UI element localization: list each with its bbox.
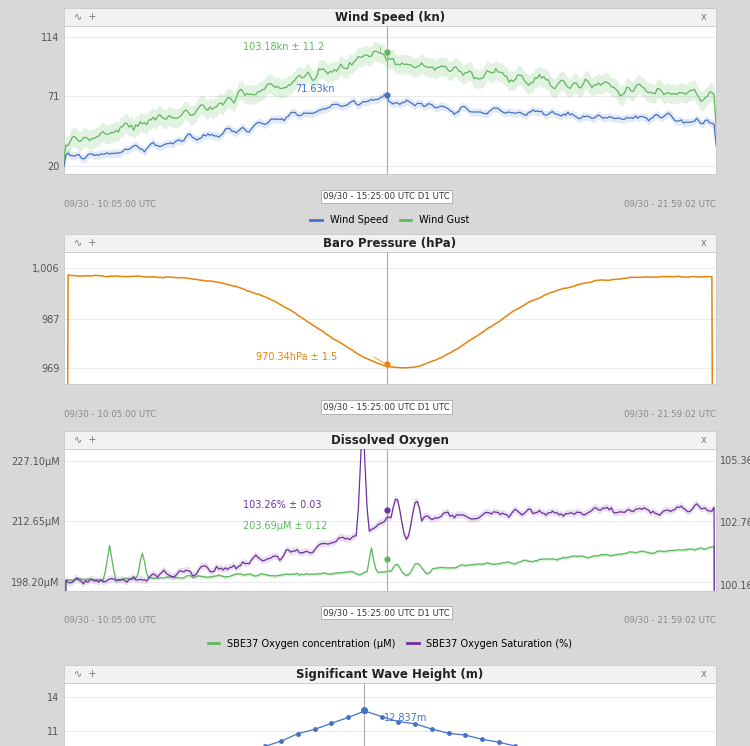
Text: 103.26% ± 0.03: 103.26% ± 0.03 bbox=[243, 501, 322, 510]
Legend: SBE37 Oxygen concentration (μM), SBE37 Oxygen Saturation (%): SBE37 Oxygen concentration (μM), SBE37 O… bbox=[208, 639, 572, 648]
Text: 09/30 - 21:59:02 UTC: 09/30 - 21:59:02 UTC bbox=[624, 409, 716, 418]
Text: 09/30 - 10:05:00 UTC: 09/30 - 10:05:00 UTC bbox=[64, 615, 156, 624]
Text: Significant Wave Height (m): Significant Wave Height (m) bbox=[296, 668, 484, 680]
Text: 09/30 - 10:05:00 UTC: 09/30 - 10:05:00 UTC bbox=[64, 409, 156, 418]
Text: 09/30 - 10:05:00 UTC: 09/30 - 10:05:00 UTC bbox=[64, 199, 156, 208]
Text: ∿  +: ∿ + bbox=[74, 669, 96, 679]
Legend: Wind Speed, Wind Gust: Wind Speed, Wind Gust bbox=[310, 216, 470, 225]
Text: x: x bbox=[700, 435, 706, 445]
Text: 09/30 - 15:25:00 UTC D1 UTC: 09/30 - 15:25:00 UTC D1 UTC bbox=[323, 608, 450, 617]
Text: Wind Speed (kn): Wind Speed (kn) bbox=[335, 10, 445, 24]
Text: x: x bbox=[700, 12, 706, 22]
Text: 203.69μM ± 0.12: 203.69μM ± 0.12 bbox=[243, 521, 328, 531]
Text: 09/30 - 15:25:00 UTC D1 UTC: 09/30 - 15:25:00 UTC D1 UTC bbox=[323, 192, 450, 201]
Text: 09/30 - 21:59:02 UTC: 09/30 - 21:59:02 UTC bbox=[624, 199, 716, 208]
Text: 09/30 - 15:25:00 UTC D1 UTC: 09/30 - 15:25:00 UTC D1 UTC bbox=[323, 403, 450, 412]
Text: Baro Pressure (hPa): Baro Pressure (hPa) bbox=[323, 236, 457, 249]
Text: 970.34hPa ± 1.5: 970.34hPa ± 1.5 bbox=[256, 352, 338, 362]
Text: ∿  +: ∿ + bbox=[74, 435, 96, 445]
Text: 71.63kn: 71.63kn bbox=[296, 84, 335, 94]
Text: x: x bbox=[700, 238, 706, 248]
Text: 103.18kn ± 11.2: 103.18kn ± 11.2 bbox=[243, 42, 325, 51]
Text: ∿  +: ∿ + bbox=[74, 238, 96, 248]
Text: ∿  +: ∿ + bbox=[74, 12, 96, 22]
Text: 09/30 - 21:59:02 UTC: 09/30 - 21:59:02 UTC bbox=[624, 615, 716, 624]
Text: 12.837m: 12.837m bbox=[383, 712, 427, 723]
Text: Dissolved Oxygen: Dissolved Oxygen bbox=[331, 433, 449, 447]
Text: x: x bbox=[700, 669, 706, 679]
